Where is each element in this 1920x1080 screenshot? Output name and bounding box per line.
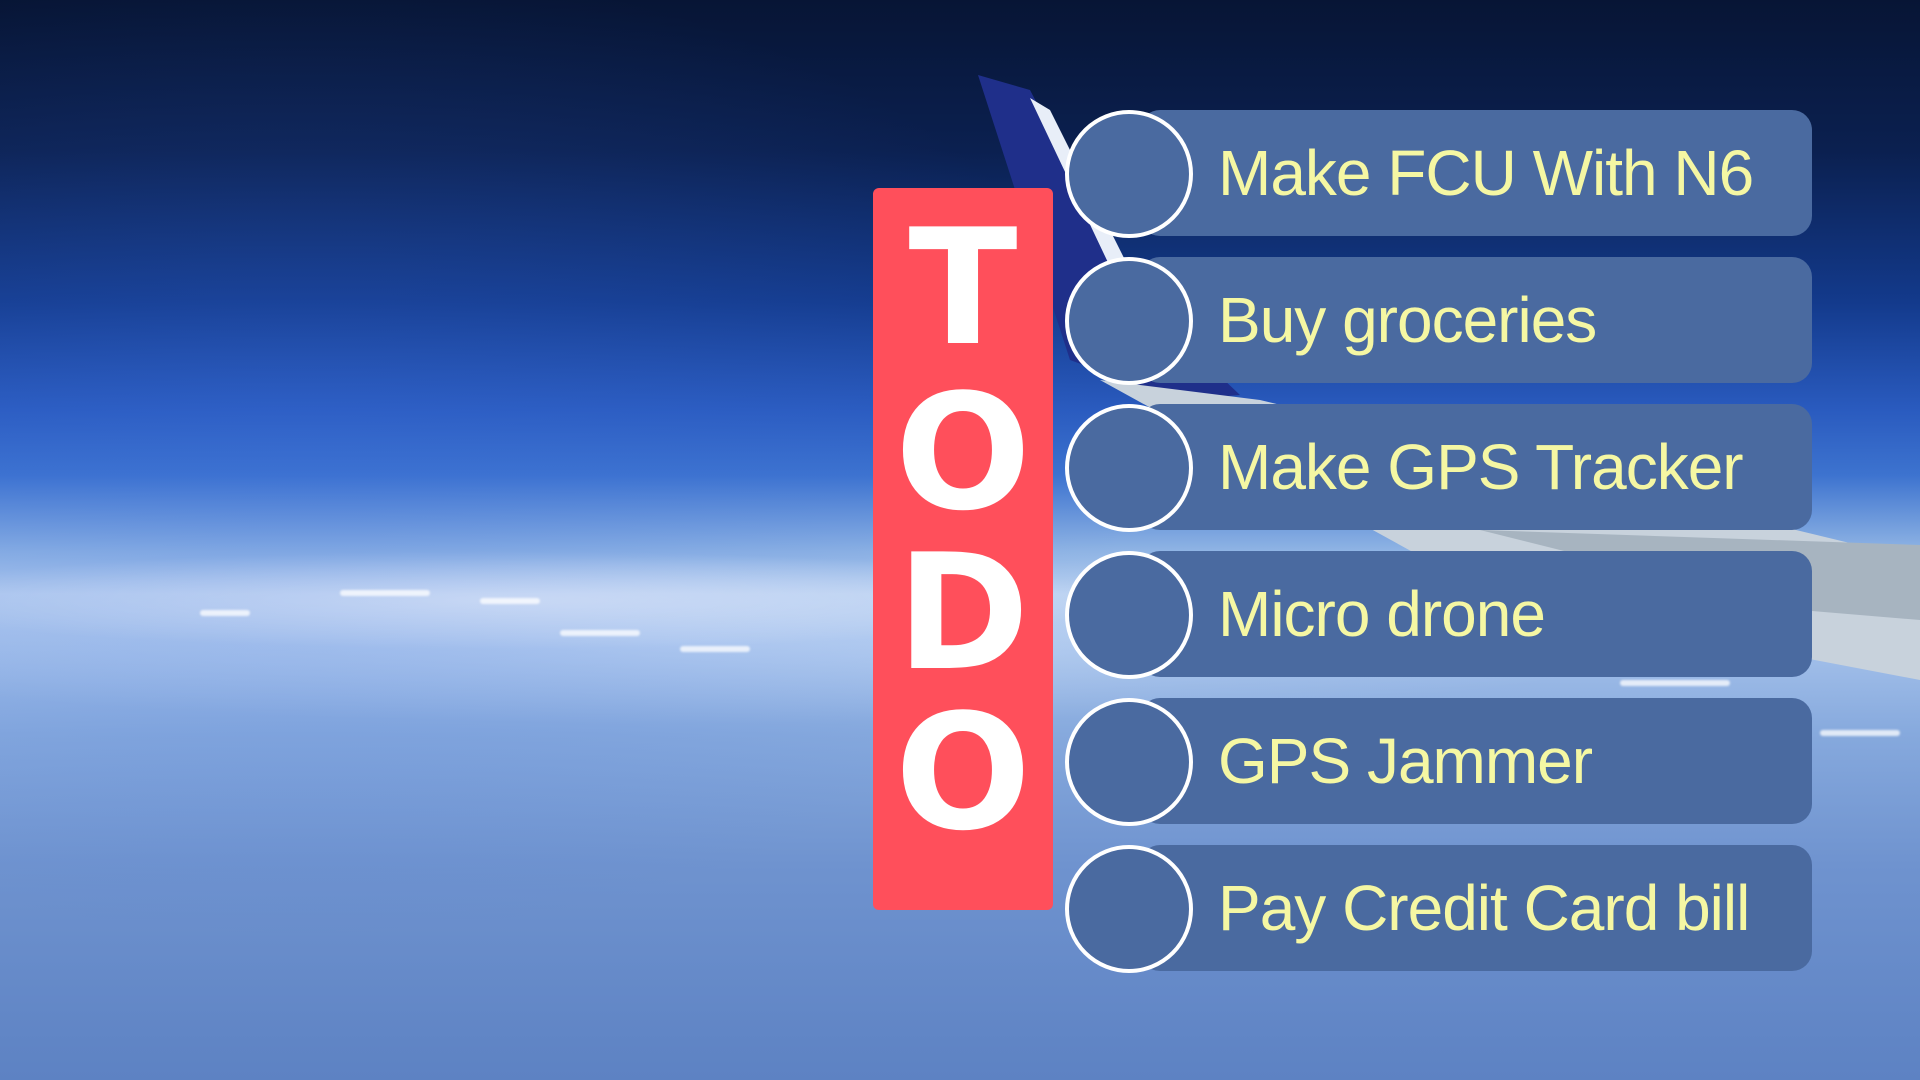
task-checkbox[interactable] bbox=[1065, 845, 1193, 973]
task-pill bbox=[1140, 404, 1812, 530]
task-label: Make FCU With N6 bbox=[1218, 137, 1754, 209]
task-item: GPS Jammer bbox=[1065, 698, 1812, 826]
task-label: Buy groceries bbox=[1218, 284, 1597, 356]
task-item: Micro drone bbox=[1065, 551, 1812, 679]
task-checkbox[interactable] bbox=[1065, 404, 1193, 532]
task-pill bbox=[1140, 551, 1812, 677]
task-checkbox[interactable] bbox=[1065, 257, 1193, 385]
task-item: Make FCU With N6 bbox=[1065, 110, 1812, 238]
todo-letter: D bbox=[896, 519, 1030, 706]
cloud bbox=[680, 646, 750, 652]
cloud bbox=[1620, 680, 1730, 686]
todo-letter: O bbox=[894, 359, 1031, 546]
task-label: Pay Credit Card bill bbox=[1218, 872, 1750, 944]
todo-letter: T bbox=[908, 194, 1018, 381]
cloud bbox=[1820, 730, 1900, 736]
task-pill bbox=[1140, 845, 1812, 971]
task-item: Make GPS Tracker bbox=[1065, 404, 1812, 532]
task-label: GPS Jammer bbox=[1218, 725, 1593, 797]
task-checkbox[interactable] bbox=[1065, 110, 1193, 238]
task-label: Micro drone bbox=[1218, 578, 1546, 650]
task-item: Pay Credit Card bill bbox=[1065, 845, 1812, 973]
cloud bbox=[340, 590, 430, 596]
task-pill bbox=[1140, 698, 1812, 824]
todo-banner: T O D O bbox=[873, 188, 1053, 910]
task-label: Make GPS Tracker bbox=[1218, 431, 1744, 503]
task-checkbox[interactable] bbox=[1065, 551, 1193, 679]
task-checkbox[interactable] bbox=[1065, 698, 1193, 826]
todo-letter: O bbox=[894, 679, 1031, 866]
cloud bbox=[200, 610, 250, 616]
cloud bbox=[480, 598, 540, 604]
task-pill bbox=[1140, 257, 1812, 383]
task-item: Buy groceries bbox=[1065, 257, 1812, 385]
cloud bbox=[560, 630, 640, 636]
task-pill bbox=[1140, 110, 1812, 236]
